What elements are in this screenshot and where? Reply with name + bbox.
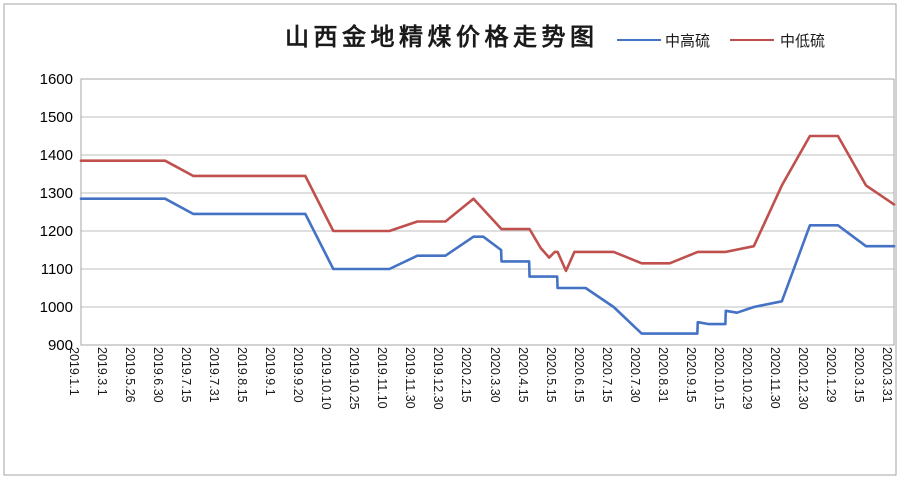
svg-text:1300: 1300 <box>40 185 73 202</box>
svg-text:1400: 1400 <box>40 147 73 164</box>
svg-text:1500: 1500 <box>40 109 73 126</box>
svg-text:1100: 1100 <box>41 261 73 278</box>
svg-text:1200: 1200 <box>40 223 73 240</box>
svg-text:1600: 1600 <box>40 71 73 88</box>
svg-text:1000: 1000 <box>40 299 73 316</box>
